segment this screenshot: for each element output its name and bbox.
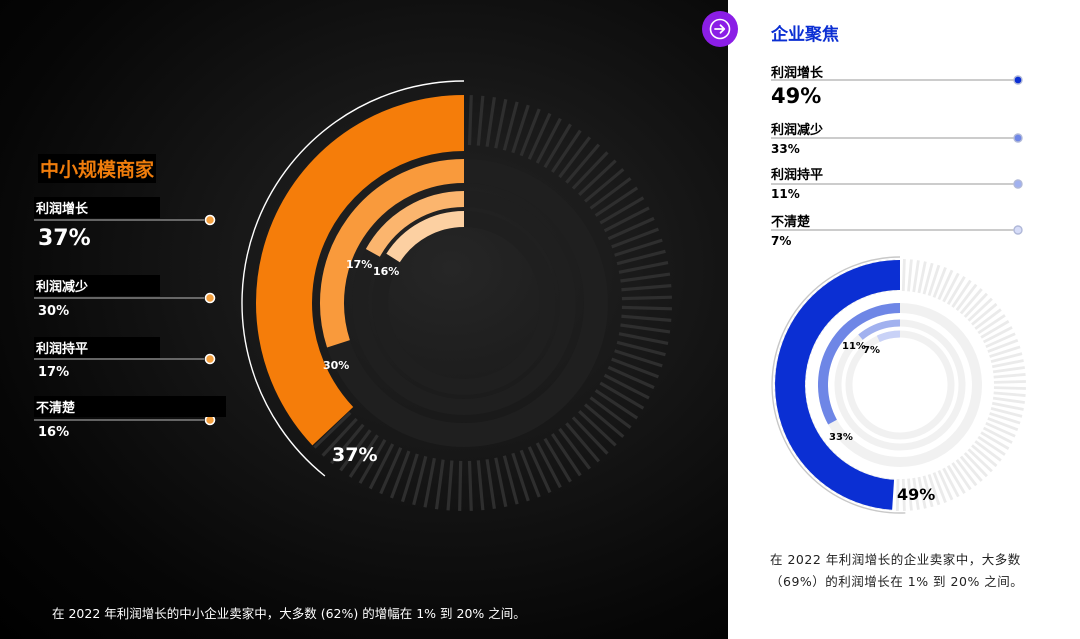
- enterprise-chart-decoration: [771, 256, 1026, 514]
- arrow-right-icon: [709, 18, 731, 40]
- enterprise-leader-dot-0: [1013, 75, 1023, 85]
- smb-legend-label-decrease: 利润减少: [34, 275, 160, 296]
- enterprise-arc-0: [775, 260, 901, 510]
- enterprise-legend-value-flat: 11%: [771, 187, 800, 201]
- smb-leader-dot-0: [204, 214, 216, 226]
- enterprise-title: 企业聚焦: [771, 25, 839, 45]
- enterprise-arc-label-flat: 11%: [842, 341, 866, 352]
- smb-legend-label-flat: 利润持平: [34, 337, 160, 358]
- smb-arc-label-unknown: 16%: [373, 265, 400, 278]
- enterprise-legend-value-growth: 49%: [771, 84, 822, 108]
- smb-arc-label-growth: 37%: [332, 444, 378, 466]
- enterprise-leader-dot-1: [1013, 133, 1023, 143]
- smb-legend-label-unknown: 不清楚: [34, 396, 226, 417]
- smb-leader-dot-2: [204, 353, 216, 365]
- smb-legend-value-growth: 37%: [38, 226, 91, 251]
- smb-caption: 在 2022 年利润增长的中小企业卖家中，大多数 (62%) 的增幅在 1% 到…: [52, 606, 526, 621]
- smb-arc-0: [256, 95, 465, 446]
- enterprise-caption: 在 2022 年利润增长的企业卖家中，大多数（69%）的利润增长在 1% 到 2…: [770, 552, 1024, 589]
- enterprise-arc-1: [818, 303, 901, 425]
- enterprise-leader-dot-2: [1013, 179, 1023, 189]
- smb-leader-dot-1: [204, 292, 216, 304]
- enterprise-legend-value-decrease: 33%: [771, 142, 800, 156]
- smb-arc-label-decrease: 30%: [323, 359, 350, 372]
- enterprise-legend-label-flat: 利润持平: [771, 168, 824, 183]
- enterprise-leader-dot-3: [1013, 225, 1023, 235]
- enterprise-legend-value-unknown: 7%: [771, 234, 792, 248]
- smb-arc-2: [365, 191, 465, 257]
- smb-legend-label-growth: 利润增长: [34, 197, 160, 218]
- enterprise-legend-leaders: [771, 75, 1023, 235]
- enterprise-arc-label-unknown: 7%: [863, 345, 880, 356]
- smb-legend-leaders: [34, 214, 216, 426]
- smb-arc-label-flat: 17%: [346, 258, 373, 271]
- enterprise-legend-label-decrease: 利润减少: [771, 123, 824, 138]
- enterprise-chart-arcs: [775, 260, 901, 510]
- smb-title: 中小规模商家: [38, 154, 157, 183]
- enterprise-legend-label-growth: 利润增长: [771, 66, 824, 81]
- enterprise-arc-label-growth: 49%: [897, 485, 936, 504]
- enterprise-arc-label-decrease: 33%: [829, 432, 853, 443]
- enterprise-arc-2: [858, 319, 901, 341]
- smb-legend-value-decrease: 30%: [38, 304, 70, 319]
- next-button[interactable]: [702, 11, 738, 47]
- smb-arc-3: [386, 211, 465, 263]
- enterprise-arc-3: [876, 330, 901, 343]
- smb-legend-value-flat: 17%: [38, 365, 70, 380]
- smb-legend-value-unknown: 16%: [38, 425, 70, 440]
- smb-chart-arcs: [256, 95, 465, 446]
- enterprise-legend-label-unknown: 不清楚: [771, 215, 811, 230]
- enterprise-panel: [728, 0, 1080, 639]
- smb-arc-1: [320, 159, 465, 348]
